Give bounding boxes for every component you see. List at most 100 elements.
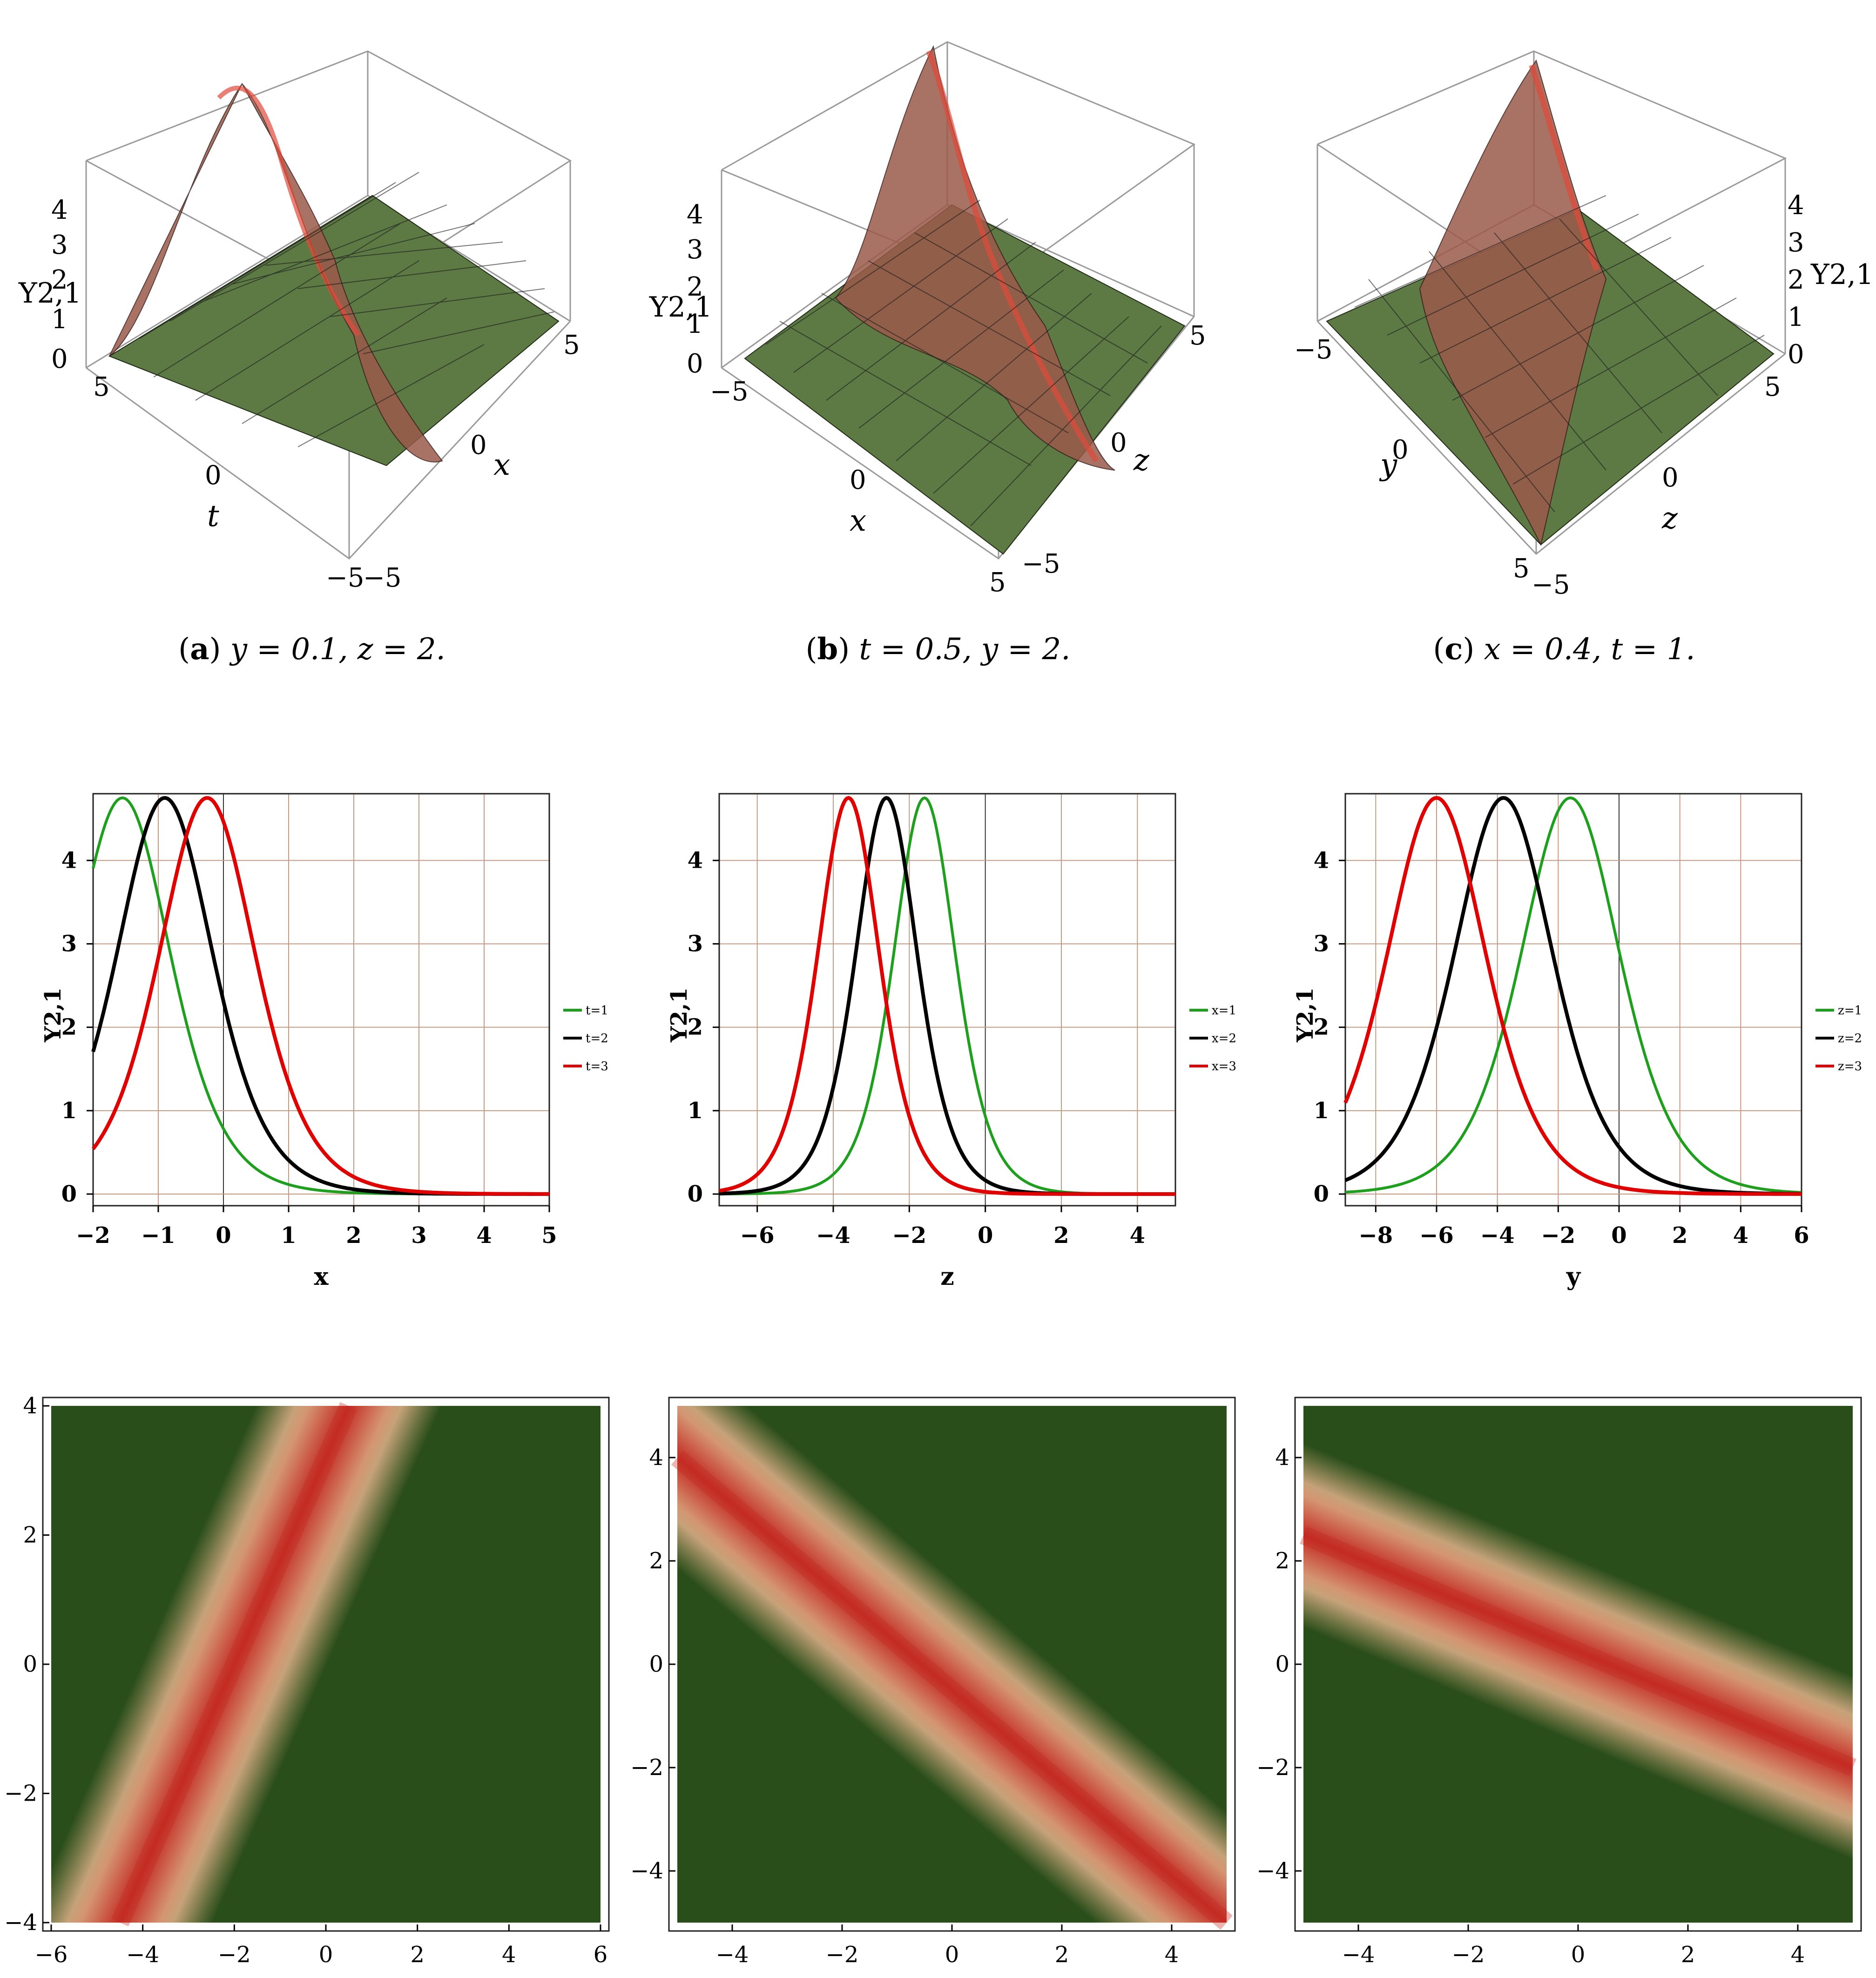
x-tick-label: 2 — [410, 1942, 425, 1968]
z-axis-ticks: 4 3 2 1 0 — [687, 200, 703, 379]
x-tick-label: 4 — [1130, 1222, 1145, 1249]
z-axis-label: Υ2,1 — [649, 291, 712, 324]
surface — [744, 45, 1186, 555]
front-tick: 0 — [1392, 435, 1409, 465]
right-tick: 5 — [563, 330, 580, 360]
right-tick: 5 — [1189, 321, 1206, 351]
y-tick-label: 0 — [1314, 1181, 1329, 1207]
legend-label: t=3 — [586, 1060, 608, 1073]
x-tick-label: 4 — [1165, 1942, 1179, 1968]
plot-frame — [718, 793, 1176, 1207]
z-tick: 1 — [1788, 302, 1804, 332]
y-tick-label: −2 — [1256, 1755, 1289, 1781]
y-tick-label: 1 — [1314, 1098, 1329, 1124]
right-axis-ticks: −5 0 5 — [363, 330, 580, 593]
x-tick-label: 2 — [1053, 1222, 1069, 1249]
y-tick-label: 4 — [61, 847, 77, 873]
x-axis-label: z — [940, 1262, 954, 1291]
right-tick: −5 — [1532, 570, 1570, 600]
series-line-t=3 — [91, 796, 549, 1196]
y-tick-label: 4 — [1314, 847, 1329, 873]
surface-mesh — [139, 172, 554, 447]
front-axis-ticks: 5 0 −5 — [93, 372, 364, 593]
y-tick-label: −4 — [4, 1910, 37, 1936]
right-tick: 0 — [1110, 428, 1127, 458]
y-tick-label: −2 — [630, 1755, 663, 1781]
series-line-x=3 — [719, 796, 1175, 1196]
y-tick-label: 4 — [649, 1445, 663, 1471]
y-tick-label: 2 — [1275, 1548, 1289, 1574]
z-tick: 1 — [51, 304, 68, 335]
y-tick-label: 2 — [1314, 1014, 1329, 1040]
z-tick: 3 — [51, 230, 68, 260]
x-tick-label: 4 — [1791, 1942, 1805, 1968]
y-tick-label: 3 — [61, 931, 77, 957]
y-tick-label: 2 — [23, 1522, 37, 1548]
right-axis-label: x — [493, 448, 510, 482]
surface-plot-a: 4 3 2 1 0 Υ2,1 5 0 −5 t −5 0 5 x — [18, 50, 580, 593]
caption-c: (c) x = 0.4, t = 1. — [1433, 632, 1695, 667]
right-tick: 0 — [1662, 463, 1679, 493]
front-tick: −5 — [710, 377, 749, 407]
z-axis-label: Υ2,1 — [18, 277, 81, 310]
x-tick-label: −4 — [716, 1942, 749, 1968]
x-tick-label: 2 — [1681, 1942, 1695, 1968]
legend-label: x=3 — [1212, 1060, 1236, 1073]
x-tick-label: 5 — [541, 1222, 557, 1249]
y-tick-label: 0 — [649, 1651, 663, 1677]
surface — [108, 82, 560, 466]
z-tick: 3 — [687, 235, 703, 265]
x-tick-label: −2 — [76, 1222, 110, 1249]
x-tick-label: 4 — [476, 1222, 492, 1249]
z-axis-label: Υ2,1 — [1810, 258, 1874, 291]
x-tick-label: −6 — [35, 1942, 68, 1968]
y-axis-label: Υ2,1 — [40, 987, 66, 1043]
density-field — [677, 1406, 1227, 1923]
caption-b: (b) t = 0.5, y = 2. — [805, 632, 1071, 667]
y-tick-label: 0 — [688, 1181, 703, 1207]
legend-label: x=1 — [1212, 1004, 1236, 1018]
legend-label: t=2 — [586, 1032, 608, 1046]
front-tick: 0 — [205, 460, 222, 491]
y-tick-label: 3 — [1314, 931, 1329, 957]
y-tick-label: 0 — [1275, 1651, 1289, 1677]
right-tick: −5 — [1022, 549, 1060, 579]
y-tick-label: 4 — [23, 1393, 37, 1419]
x-axis-label: y — [1566, 1262, 1581, 1291]
legend-label: z=2 — [1838, 1032, 1862, 1046]
y-tick-label: 1 — [61, 1098, 77, 1124]
y-tick-label: 0 — [61, 1181, 77, 1207]
surface — [1326, 59, 1775, 546]
x-tick-label: −6 — [740, 1222, 775, 1249]
band-ridge — [671, 1450, 1233, 1930]
z-tick: 0 — [51, 344, 68, 374]
series-line-t=2 — [91, 796, 549, 1196]
y-tick-label: 1 — [688, 1098, 703, 1124]
band-ridge — [1300, 1526, 1856, 1776]
z-tick: 0 — [687, 349, 703, 379]
band-ridge — [111, 1402, 358, 1927]
right-axis-label: z — [1661, 501, 1678, 536]
series-line-t=1 — [92, 796, 549, 1195]
x-tick-label: −4 — [816, 1222, 850, 1249]
front-tick: −5 — [326, 563, 364, 593]
x-tick-label: 0 — [945, 1942, 959, 1968]
x-tick-label: 6 — [594, 1942, 608, 1968]
right-tick: −5 — [363, 563, 402, 593]
legend-label: x=2 — [1212, 1032, 1236, 1046]
x-tick-label: −2 — [1541, 1222, 1576, 1249]
z-tick: 2 — [51, 265, 68, 295]
x-tick-label: −4 — [1342, 1942, 1375, 1968]
line-chart-x: −2 −1 0 1 2 3 4 5 0 1 2 3 4 x Υ2,1 t=1 t=2 t=3 — [40, 793, 608, 1291]
surface-panel-b: 4 3 2 1 0 Υ2,1 −5 0 5 x −5 0 5 z — [626, 0, 1250, 605]
front-tick: −5 — [1294, 335, 1333, 365]
surface-panel-a: 4 3 2 1 0 Υ2,1 5 0 −5 t −5 0 5 x — [0, 0, 624, 605]
x-tick-label: 0 — [319, 1942, 333, 1968]
surface-mesh — [765, 200, 1162, 527]
plot-frame — [1344, 793, 1802, 1207]
z-tick: 1 — [687, 309, 703, 339]
plot-frame — [92, 793, 550, 1207]
series-line-x=2 — [719, 796, 1175, 1196]
x-tick-label: 4 — [1733, 1222, 1748, 1249]
line-chart-z: −6 −4 −2 0 2 4 0 1 2 3 4 z Υ2,1 x=1 x=2 x=3 — [666, 793, 1236, 1291]
